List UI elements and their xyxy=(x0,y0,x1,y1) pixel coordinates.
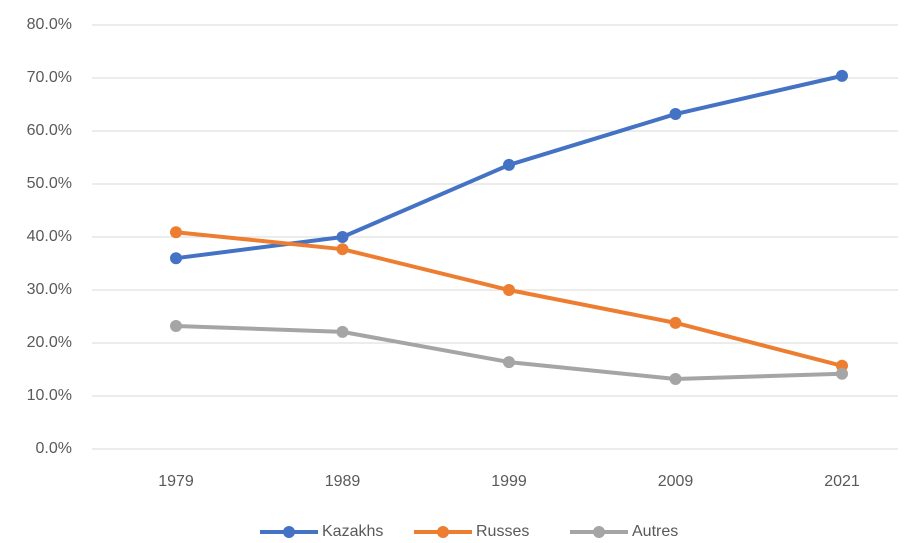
x-tick-label: 1999 xyxy=(491,473,527,490)
y-tick-label: 50.0% xyxy=(27,175,72,192)
legend-marker xyxy=(593,526,605,538)
legend-marker xyxy=(283,526,295,538)
marker xyxy=(836,69,848,82)
legend-marker xyxy=(437,526,449,538)
marker xyxy=(170,226,182,239)
legend-label: Autres xyxy=(632,523,678,540)
legend-label: Kazakhs xyxy=(322,523,383,540)
x-tick-label: 1979 xyxy=(158,473,194,490)
legend-label: Russes xyxy=(476,523,529,540)
x-tick-label: 2009 xyxy=(658,473,694,490)
marker xyxy=(170,252,182,265)
marker xyxy=(170,320,182,333)
marker xyxy=(669,373,682,386)
marker xyxy=(503,158,515,171)
marker xyxy=(503,284,515,296)
marker xyxy=(336,243,349,256)
y-tick-label: 10.0% xyxy=(27,387,72,404)
marker xyxy=(669,108,682,121)
marker xyxy=(336,325,349,338)
series-line xyxy=(175,324,843,382)
marker xyxy=(836,367,848,380)
marker xyxy=(503,356,515,369)
x-tick-label: 1989 xyxy=(325,473,361,490)
y-tick-label: 40.0% xyxy=(27,228,72,245)
marker xyxy=(336,231,349,243)
y-tick-label: 80.0% xyxy=(27,16,72,33)
y-tick-label: 30.0% xyxy=(27,281,72,298)
y-tick-label: 0.0% xyxy=(36,440,72,457)
x-tick-label: 2021 xyxy=(824,473,860,490)
y-tick-label: 60.0% xyxy=(27,122,72,139)
y-tick-label: 70.0% xyxy=(27,69,72,86)
y-tick-label: 20.0% xyxy=(27,334,72,351)
marker xyxy=(669,316,682,329)
series-line xyxy=(175,230,843,368)
